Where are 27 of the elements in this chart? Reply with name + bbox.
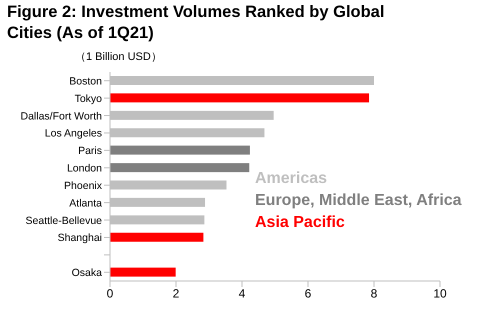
x-tick-label: 10 [433,286,447,301]
y-tick-label: Osaka [72,267,102,280]
x-tick-label: 4 [238,286,246,301]
y-tick-label: Los Angeles [44,128,102,140]
bar [110,146,250,155]
y-tick-label: Seattle-Bellevue [26,214,102,227]
y-tick-label: Phoenix [64,180,103,192]
y-tick-label: Tokyo [74,92,102,105]
bar [110,163,250,172]
x-tick-label: 8 [370,286,378,301]
bar [110,268,176,277]
y-tick-label: London [66,162,102,175]
series-label: Europe, Middle East, Africa [255,191,462,211]
text: Asia Pacific [255,213,346,233]
bar [110,232,204,242]
x-tick-label: 2 [172,286,180,301]
chart-title: Figure 2: Investment Volumes Ranked by Global Cities (As of 1Q21) [7,2,386,44]
y-tick-label: Atlanta [69,197,102,210]
y-tick-label: Shanghai [58,232,102,244]
x-axis-title: （1 Billion USD） [75,50,162,64]
y-tick-label: Dallas/Fort Worth [20,110,102,122]
y-tick-label: Boston [69,75,102,88]
y-tick-label: Paris [78,145,102,158]
x-tick-label: 6 [304,286,312,301]
x-tick-label: 0 [106,286,114,301]
series-label: Americas [255,169,328,189]
bar [110,93,370,102]
